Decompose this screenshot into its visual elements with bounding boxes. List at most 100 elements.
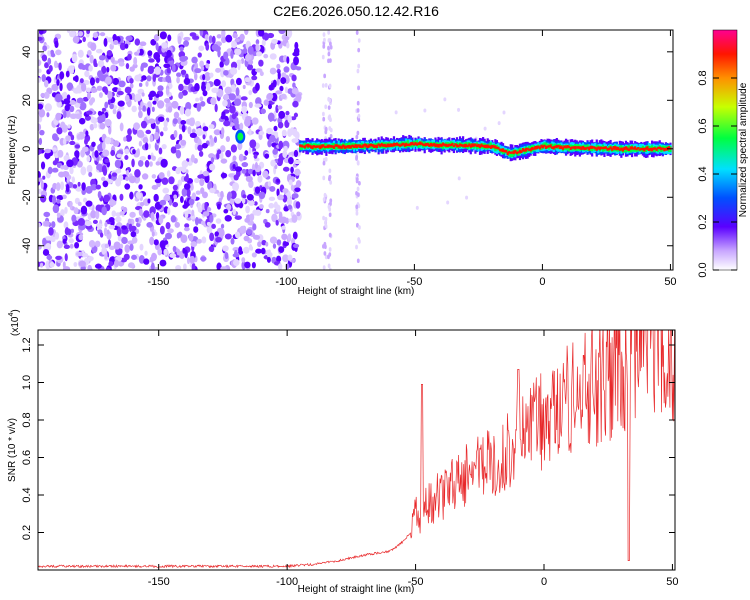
heatmap-cell — [100, 176, 106, 182]
heatmap-cell — [428, 144, 431, 147]
heatmap-cell — [63, 221, 69, 229]
heatmap-cell — [187, 161, 193, 166]
heatmap-cell — [64, 253, 68, 262]
heatmap-cell — [107, 99, 111, 105]
heatmap-cell — [114, 159, 122, 169]
heatmap-cell — [40, 180, 44, 190]
heatmap-cell — [247, 46, 254, 55]
heatmap-cell — [113, 241, 121, 250]
heatmap-cell — [276, 255, 282, 263]
heatmap-cell — [163, 119, 168, 128]
heatmap-cell — [244, 261, 251, 269]
heatmap-cell — [287, 233, 292, 242]
heatmap-cell — [47, 50, 51, 56]
heatmap-cell — [223, 93, 229, 101]
heatmap-cell — [39, 129, 45, 136]
heatmap-cell — [538, 146, 542, 150]
heatmap-cell — [195, 120, 201, 127]
heatmap-cell — [355, 30, 359, 35]
heatmap-cell — [221, 30, 226, 38]
heatmap-cell — [323, 37, 326, 43]
heatmap-cell — [38, 68, 42, 74]
heatmap-cell — [226, 192, 231, 201]
heatmap-cell — [434, 143, 437, 148]
heatmap-cell — [42, 248, 50, 256]
heatmap-cell — [234, 215, 242, 220]
colorbar-tick-label: 0.4 — [697, 166, 709, 181]
heatmap-cell — [225, 136, 231, 142]
heatmap-cell — [314, 145, 317, 149]
heatmap-cell — [168, 176, 175, 185]
heatmap-cell — [356, 108, 360, 113]
y-tick-label: -40 — [21, 238, 33, 254]
heatmap-cell — [356, 100, 360, 106]
heatmap-cell — [295, 201, 301, 209]
heatmap-cell — [291, 74, 297, 82]
heatmap-cell — [200, 220, 205, 226]
heatmap-cell — [55, 255, 62, 261]
heatmap-cell — [95, 77, 100, 84]
heatmap-cell — [292, 231, 298, 240]
heatmap-cell — [150, 252, 157, 262]
heatmap-cell — [88, 65, 93, 72]
heatmap-cell — [197, 207, 203, 213]
heatmap-cell — [200, 101, 206, 107]
heatmap-cell — [343, 145, 346, 149]
heatmap-cell — [322, 244, 325, 249]
heatmap-cell — [475, 144, 479, 148]
heatmap-cell — [101, 141, 106, 151]
heatmap-cell — [51, 195, 57, 205]
heatmap-cell — [156, 56, 161, 63]
heatmap-cell — [105, 267, 111, 270]
heatmap-x-ticks: -150 -100 -50 0 50 — [147, 30, 677, 288]
heatmap-cell — [155, 211, 160, 220]
heatmap-cell — [294, 168, 301, 176]
x-tick-label: -100 — [276, 576, 298, 588]
heatmap-cell — [629, 146, 632, 150]
heatmap-cell — [89, 123, 95, 131]
heatmap-cell — [366, 145, 369, 149]
heatmap-cell — [388, 143, 391, 148]
heatmap-cell — [69, 166, 74, 175]
snr-x-axis-label: Height of straight line (km) — [298, 584, 415, 595]
heatmap-cell — [184, 108, 192, 117]
heatmap-cell — [66, 82, 74, 91]
heatmap-cell — [134, 93, 142, 102]
heatmap-cell — [518, 149, 522, 154]
heatmap-cell — [647, 148, 651, 152]
heatmap-cell — [462, 144, 465, 147]
heatmap-cell — [377, 143, 380, 146]
heatmap-cell — [617, 146, 620, 150]
heatmap-cell — [161, 42, 168, 49]
heatmap-cell — [535, 145, 538, 150]
heatmap-cell — [285, 110, 290, 116]
heatmap-cell — [646, 146, 649, 150]
heatmap-cell — [74, 150, 80, 158]
heatmap-cell — [534, 146, 537, 150]
heatmap-cell — [118, 80, 126, 88]
heatmap-cell — [191, 209, 195, 217]
heatmap-cell — [326, 144, 330, 149]
heatmap-cell — [609, 146, 612, 150]
heatmap-cell — [240, 96, 248, 101]
heatmap-cell — [541, 145, 545, 149]
heatmap-cell — [85, 130, 89, 137]
heatmap-cell — [86, 91, 91, 100]
heatmap-cell — [103, 227, 108, 237]
heatmap-cell — [281, 72, 287, 78]
heatmap-cell — [173, 111, 180, 119]
heatmap-cell — [159, 131, 164, 137]
heatmap-cell — [38, 30, 44, 35]
heatmap-cell — [503, 149, 506, 153]
heatmap-cell — [258, 30, 265, 37]
heatmap-cell — [108, 126, 112, 135]
heatmap-cell — [328, 252, 332, 257]
heatmap-cell — [178, 91, 184, 99]
heatmap-cell — [257, 174, 263, 183]
heatmap-cell — [555, 144, 558, 149]
heatmap-cell — [637, 147, 640, 150]
heatmap-cell — [270, 159, 276, 167]
heatmap-cell — [551, 146, 554, 149]
heatmap-cell — [406, 140, 409, 147]
colorbar-gradient — [712, 29, 738, 271]
